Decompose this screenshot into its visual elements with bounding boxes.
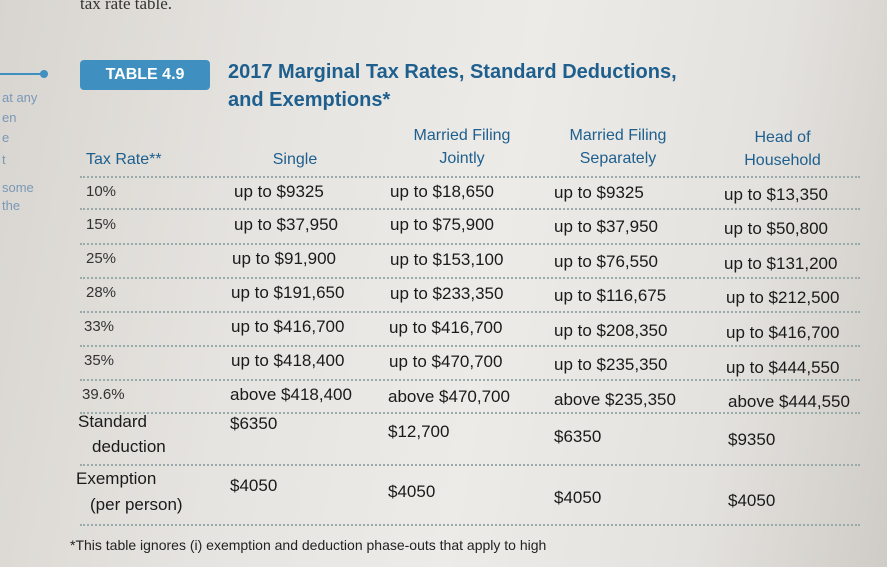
row-separator	[80, 379, 860, 381]
cell-standard-joint: $12,700	[388, 422, 450, 441]
row-separator	[80, 277, 860, 279]
table-title: 2017 Marginal Tax Rates, Standard Deduct…	[228, 61, 677, 111]
cell-standard-separate: $6350	[554, 427, 602, 446]
cell-rate: 10%	[86, 183, 117, 200]
table-badge: TABLE 4.9	[80, 60, 210, 90]
margin-word: e	[2, 130, 10, 145]
cell-joint: above $470,700	[388, 387, 510, 406]
cell-head: up to $416,700	[726, 323, 840, 342]
cell-rate: 33%	[84, 318, 115, 335]
cell-joint: up to $75,900	[390, 215, 494, 234]
cell-exemption-label-line2: (per person)	[90, 495, 183, 514]
cell-single: up to $416,700	[231, 317, 345, 336]
header-single: Single	[272, 151, 318, 168]
header-separate-line1: Married Filing	[569, 127, 667, 144]
cell-exemption-separate: $4050	[554, 488, 602, 507]
cell-separate: up to $208,350	[554, 321, 668, 340]
cell-separate: up to $37,950	[554, 217, 658, 236]
cell-head: above $444,550	[728, 392, 850, 411]
cell-exemption-single: $4050	[230, 476, 278, 495]
cell-separate: up to $116,675	[554, 286, 667, 305]
row-separator	[80, 412, 860, 414]
margin-word: the	[2, 198, 21, 213]
header-joint-line2: Jointly	[439, 150, 485, 167]
cell-standard-head: $9350	[728, 430, 776, 449]
row-separator	[80, 524, 860, 526]
cell-single: up to $191,650	[231, 283, 345, 302]
cell-rate: 15%	[86, 216, 117, 233]
cell-separate: up to $76,550	[554, 252, 658, 271]
row-separator	[80, 464, 860, 466]
cell-head: up to $50,800	[724, 219, 828, 238]
cell-single: up to $418,400	[231, 351, 345, 370]
cell-separate: up to $9325	[554, 183, 644, 202]
cell-single: above $418,400	[230, 385, 352, 404]
table-footnote: *This table ignores (i) exemption and de…	[70, 537, 547, 553]
cell-joint: up to $18,650	[390, 182, 494, 201]
margin-dot	[40, 70, 48, 78]
cell-single: up to $91,900	[232, 249, 336, 268]
row-separator	[80, 208, 860, 210]
margin-word: at any	[2, 90, 38, 105]
cell-standard-label-line1: Standard	[78, 412, 147, 431]
header-head-line2: Household	[744, 152, 821, 169]
header-tax-rate: Tax Rate**	[86, 151, 162, 168]
cell-head: up to $13,350	[724, 185, 828, 204]
header-separate-line2: Separately	[579, 150, 657, 167]
cell-single: up to $9325	[234, 182, 324, 201]
header-head-line1: Head of	[754, 129, 811, 146]
cell-rate: 25%	[86, 250, 117, 267]
cell-separate: up to $235,350	[554, 355, 668, 374]
cell-head: up to $131,200	[724, 254, 838, 273]
cell-joint: up to $233,350	[390, 284, 504, 303]
cell-exemption-label-line1: Exemption	[76, 469, 157, 488]
margin-word: t	[2, 152, 6, 167]
cell-separate: above $235,350	[554, 390, 676, 409]
cell-head: up to $444,550	[726, 358, 840, 377]
row-separator	[80, 345, 860, 347]
cell-rate: 39.6%	[82, 386, 125, 403]
cell-exemption-joint: $4050	[388, 482, 436, 501]
header-joint-line1: Married Filing	[413, 127, 511, 144]
margin-word: some	[2, 180, 34, 195]
cell-rate: 28%	[86, 284, 117, 301]
cell-head: up to $212,500	[726, 288, 840, 307]
row-separator	[80, 176, 860, 178]
margin-word: en	[2, 110, 17, 125]
margin-rule	[0, 73, 46, 75]
cell-exemption-head: $4050	[728, 491, 776, 510]
cell-joint: up to $153,100	[390, 250, 504, 269]
cell-rate: 35%	[84, 352, 115, 369]
cell-standard-single: $6350	[230, 414, 278, 433]
cell-standard-label-line2: deduction	[92, 437, 166, 456]
cell-joint: up to $416,700	[389, 318, 503, 337]
row-separator	[80, 243, 860, 245]
cell-joint: up to $470,700	[389, 352, 503, 371]
preceding-text: tax rate table.	[80, 0, 173, 13]
cell-single: up to $37,950	[234, 215, 338, 234]
row-separator	[80, 311, 860, 313]
